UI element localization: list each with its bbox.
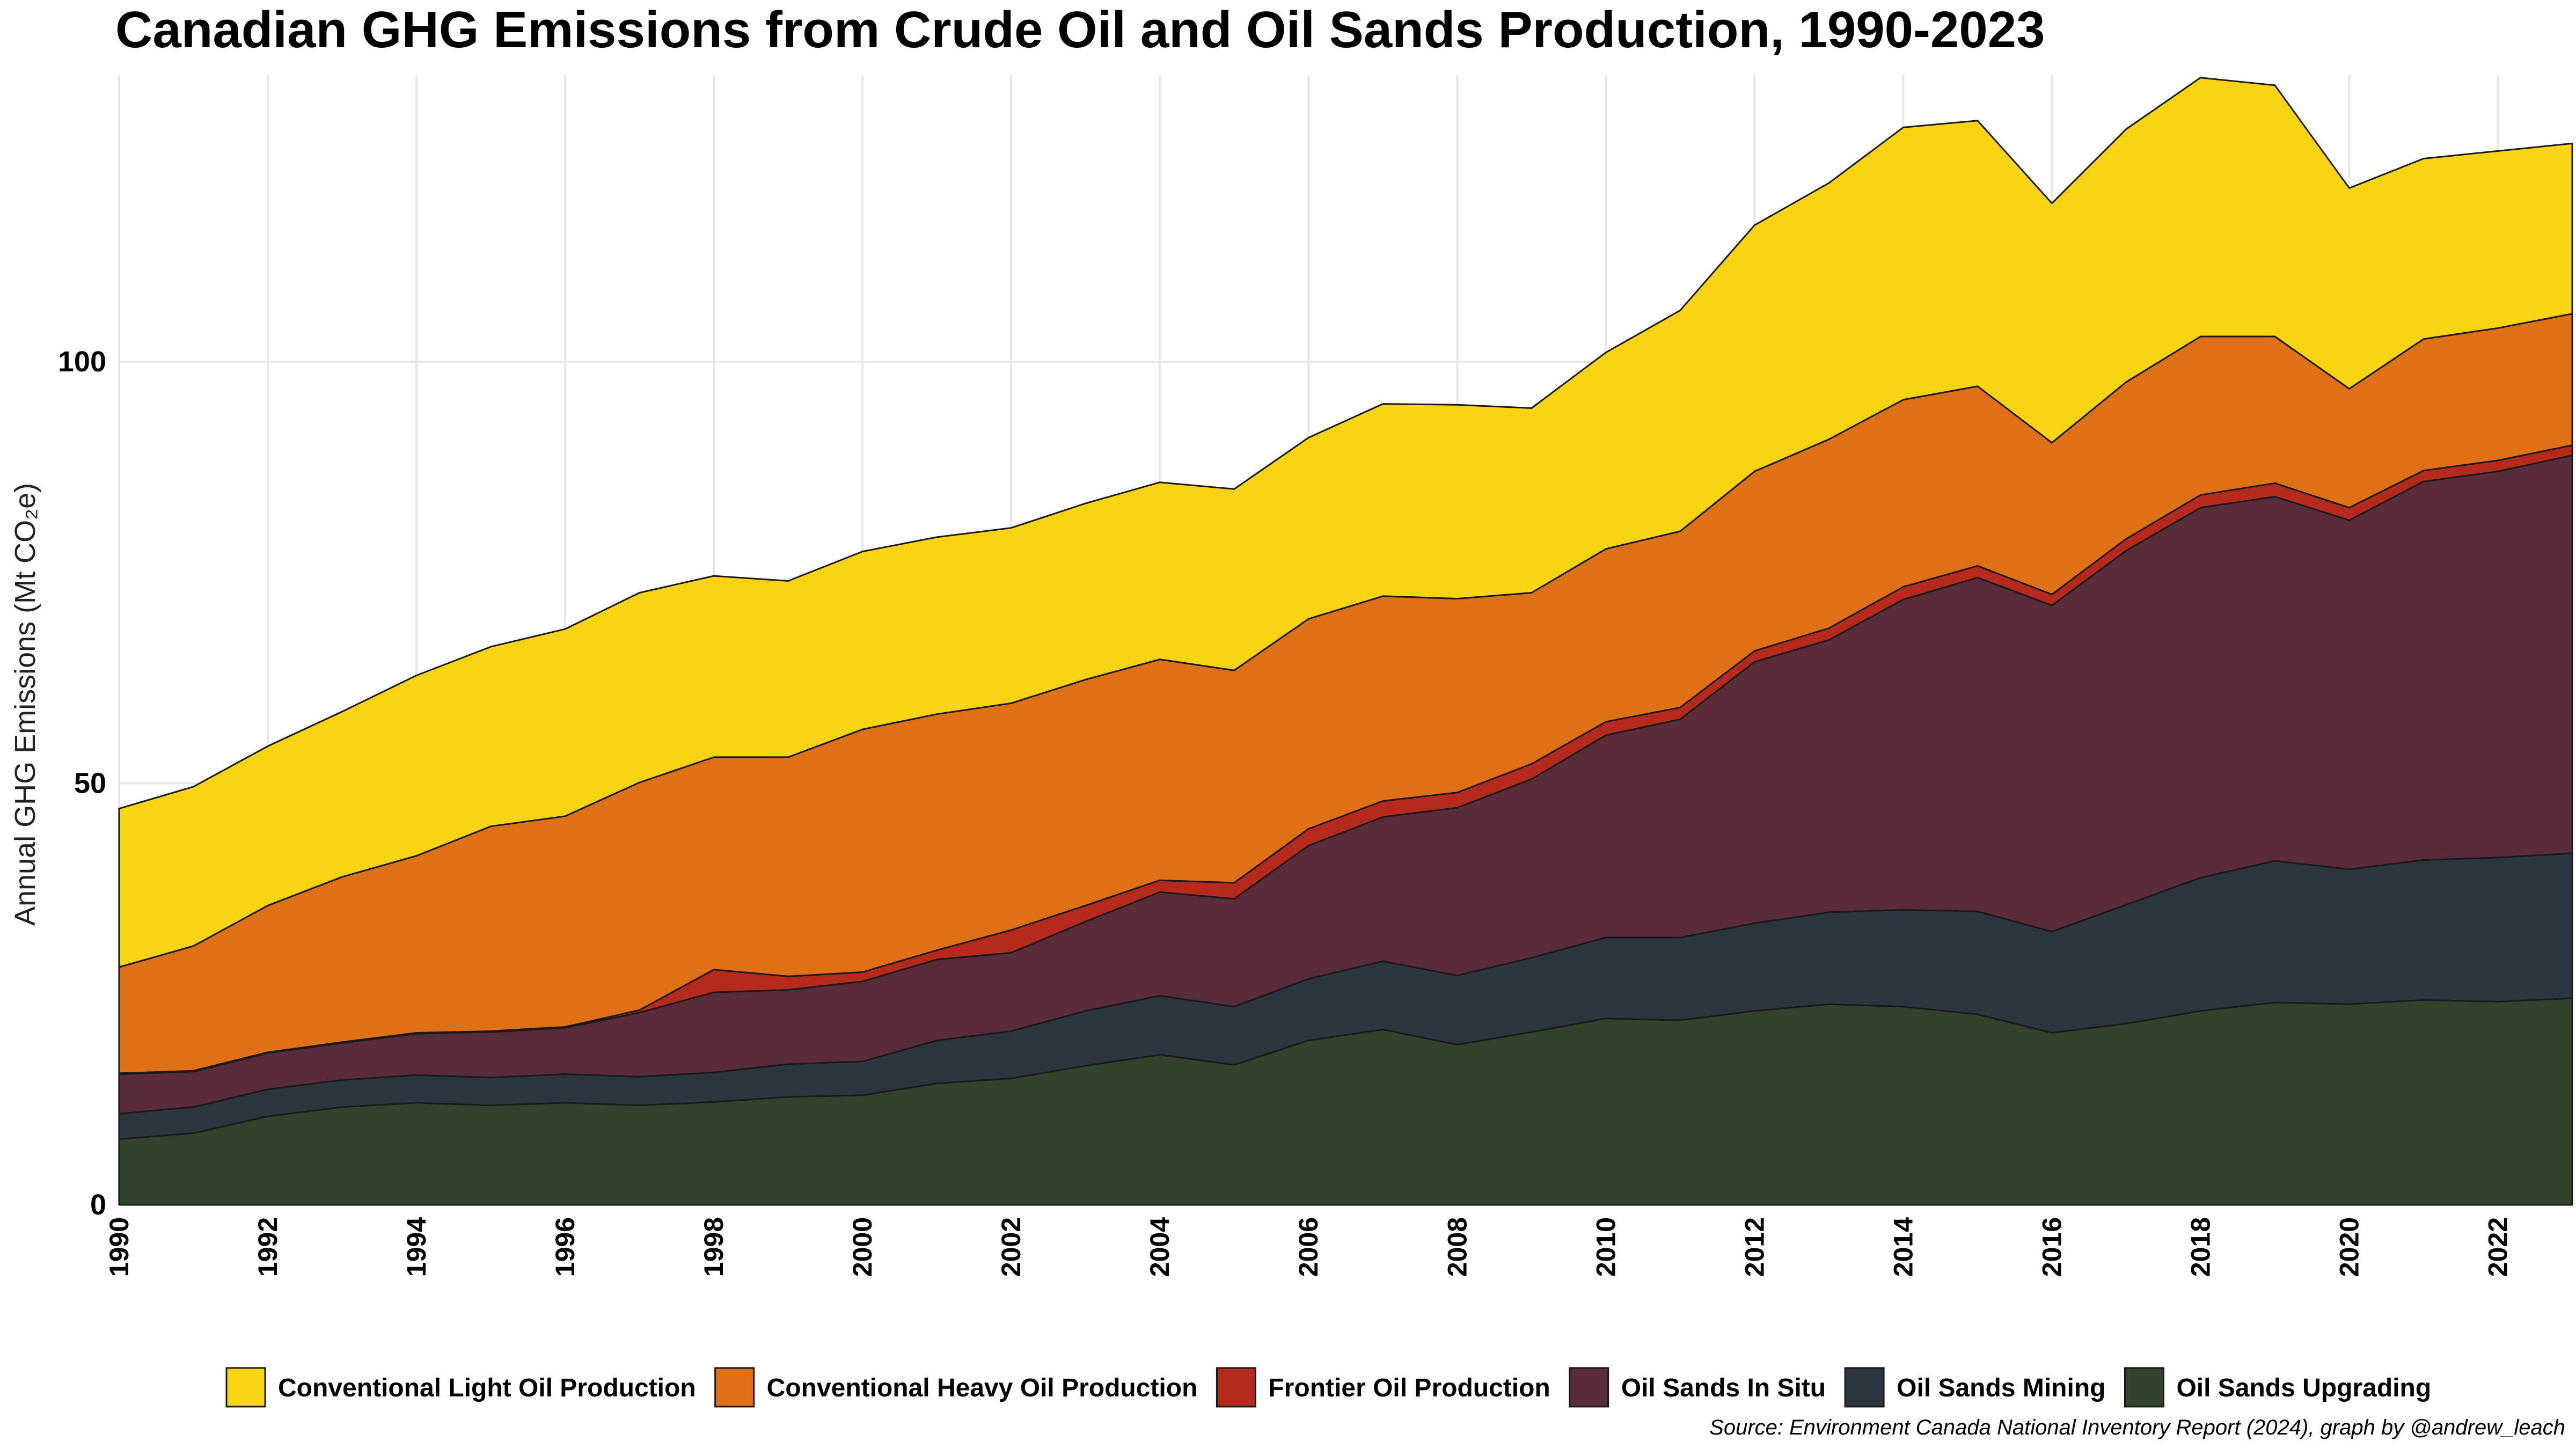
y-tick-label: 100 — [58, 346, 106, 378]
legend-item: Oil Sands In Situ — [1569, 1367, 1826, 1408]
legend-label: Oil Sands Mining — [1897, 1374, 2105, 1402]
x-tick-label: 1996 — [550, 1217, 580, 1277]
x-tick-label: 2014 — [1888, 1217, 1918, 1277]
x-tick-label: 2012 — [1739, 1217, 1769, 1277]
y-axis-ticks: 0 50 100 — [58, 346, 106, 1221]
legend-item: Conventional Heavy Oil Production — [714, 1367, 1198, 1408]
x-tick-label: 2010 — [1591, 1217, 1621, 1277]
source-caption: Source: Environment Canada National Inve… — [1709, 1416, 2565, 1439]
x-tick-label: 2018 — [2185, 1217, 2215, 1277]
legend-swatch — [714, 1367, 755, 1408]
x-tick-label: 2002 — [996, 1217, 1026, 1277]
x-tick-label: 1992 — [253, 1217, 283, 1277]
legend-swatch — [1844, 1367, 1885, 1408]
area-conventional-light-oil-production — [118, 77, 2573, 968]
chart-title: Canadian GHG Emissions from Crude Oil an… — [115, 1, 2045, 58]
x-tick-label: 2022 — [2483, 1217, 2513, 1277]
x-tick-label: 2008 — [1442, 1217, 1472, 1277]
x-tick-label: 1994 — [401, 1217, 431, 1277]
x-tick-label: 2004 — [1145, 1217, 1175, 1277]
x-tick-label: 2000 — [847, 1217, 877, 1277]
y-tick-label: 50 — [74, 767, 106, 800]
legend-label: Conventional Heavy Oil Production — [767, 1374, 1198, 1402]
legend-label: Oil Sands Upgrading — [2176, 1374, 2431, 1402]
legend-item: Oil Sands Mining — [1844, 1367, 2105, 1408]
legend-swatch — [1569, 1367, 1609, 1408]
x-tick-label: 2006 — [1293, 1217, 1323, 1277]
y-tick-label: 0 — [90, 1189, 106, 1221]
y-axis-label: Annual GHG Emissions (Mt CO₂e) — [9, 483, 41, 926]
x-axis-ticks: 1990 1992 1994 1996 1998 2000 2002 2004 2006 2008… — [104, 1217, 2513, 1277]
legend-item: Oil Sands Upgrading — [2124, 1367, 2431, 1408]
legend-item: Frontier Oil Production — [1216, 1367, 1550, 1408]
legend-swatch — [1216, 1367, 1256, 1408]
area-series — [118, 77, 2573, 1206]
legend: Conventional Light Oil Production Convent… — [225, 1367, 2431, 1408]
x-tick-label: 1998 — [699, 1217, 729, 1277]
legend-swatch — [225, 1367, 266, 1408]
legend-item: Conventional Light Oil Production — [225, 1367, 696, 1408]
legend-label: Oil Sands In Situ — [1621, 1374, 1826, 1402]
legend-label: Conventional Light Oil Production — [278, 1374, 696, 1402]
x-tick-label: 2016 — [2037, 1217, 2067, 1277]
legend-swatch — [2124, 1367, 2164, 1408]
x-tick-label: 2020 — [2334, 1217, 2364, 1277]
legend-label: Frontier Oil Production — [1268, 1374, 1550, 1402]
x-tick-label: 1990 — [104, 1217, 134, 1277]
